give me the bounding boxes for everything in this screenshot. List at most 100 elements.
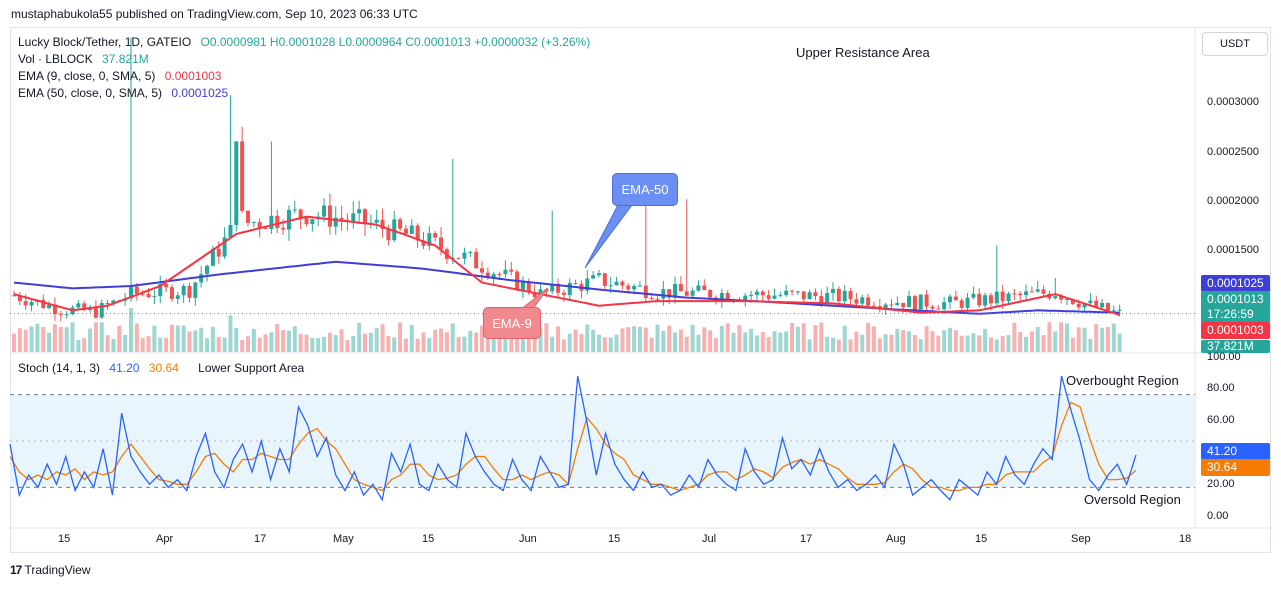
candle-body (140, 293, 145, 295)
volume-bar (181, 325, 186, 352)
candle-body (257, 222, 262, 228)
candle-body (1018, 293, 1023, 296)
candle-body (433, 233, 438, 238)
volume-bar (187, 331, 192, 352)
candle-body (52, 304, 57, 315)
volume-bar (918, 339, 923, 352)
volume-bar (1065, 323, 1069, 352)
volume-bar (199, 327, 204, 352)
candle-body (275, 215, 280, 228)
candle-body (439, 237, 444, 250)
candle-body (836, 288, 841, 302)
ema50-label[interactable]: EMA (50, close, 0, SMA, 5) (18, 86, 163, 100)
volume-bar (216, 337, 221, 352)
volume-bar (836, 339, 841, 352)
volume-bar (1012, 322, 1017, 352)
volume-bar (544, 323, 549, 352)
ema9-label[interactable]: EMA (9, close, 0, SMA, 5) (18, 69, 156, 83)
volume-bar (82, 338, 87, 352)
volume-bar (719, 325, 724, 352)
volume-bar (526, 328, 531, 352)
stoch-d-line (9, 401, 1137, 492)
candle-body (351, 213, 356, 222)
candle-body (181, 285, 186, 296)
volume-bar (263, 334, 268, 352)
candle-body (251, 222, 256, 224)
volume-bar (322, 336, 327, 352)
volume-bar (655, 324, 660, 352)
publisher-line: mustaphabukola55 published on TradingVie… (11, 7, 418, 21)
candle-body (1070, 299, 1075, 304)
candle-body (1094, 300, 1099, 308)
volume-bar (152, 325, 157, 352)
volume-bar (637, 326, 642, 352)
volume-bar (433, 329, 438, 352)
volume-bar (228, 315, 233, 352)
volume-bar (93, 322, 98, 352)
volume-bar (421, 332, 426, 352)
volume-bar (193, 330, 198, 352)
stoch-label[interactable]: Stoch (14, 1, 3) (18, 361, 101, 375)
candle-body (1117, 309, 1122, 311)
candle-body (322, 205, 327, 217)
candle-body (281, 227, 286, 230)
volume-bar (749, 328, 754, 352)
volume-bar (831, 337, 835, 352)
candle-body (567, 283, 572, 296)
volume-bar (556, 326, 561, 352)
candle-body (1012, 293, 1017, 295)
candle-body (971, 293, 976, 298)
time-axis-label: Jun (519, 533, 537, 545)
candle-body (831, 288, 835, 294)
candle-body (1076, 303, 1081, 308)
candle-body (754, 291, 759, 295)
volume-bar (971, 333, 976, 352)
tradingview-logo[interactable]: 17 TradingView (10, 563, 91, 577)
price-axis-label: 0.0003000 (1207, 96, 1259, 108)
candle-body (760, 291, 765, 296)
candle-body (924, 294, 929, 307)
volume-label[interactable]: Vol · LBLOCK (18, 52, 93, 66)
candle-body (497, 273, 502, 275)
volume-bar (790, 323, 795, 352)
volume-bar (444, 332, 449, 352)
volume-bar (1053, 331, 1058, 352)
candle-body (655, 298, 660, 300)
volume-bar (854, 331, 859, 352)
volume-bar (1018, 332, 1023, 352)
volume-bar (164, 337, 169, 352)
volume-bar (485, 326, 490, 352)
ema9-callout: EMA-9 (483, 307, 541, 339)
candle-body (1053, 296, 1058, 299)
candle-body (591, 275, 596, 279)
volume-bar (1088, 338, 1093, 352)
volume-bar (29, 326, 34, 352)
volume-bar (731, 332, 736, 352)
candle-body (286, 209, 291, 230)
volume-bar (509, 326, 514, 352)
ema50-value: 0.0001025 (171, 86, 229, 100)
volume-bar (936, 335, 941, 352)
candle-body (246, 210, 250, 223)
candle-body (708, 290, 713, 298)
time-axis-label: 15 (608, 533, 621, 545)
volume-bar (52, 324, 57, 352)
candle-body (134, 286, 139, 294)
price-axis-label: 0.0001500 (1207, 244, 1259, 256)
candle-body (673, 284, 678, 298)
candle-body (1059, 296, 1064, 300)
volume-bar (696, 334, 701, 352)
volume-bar (246, 336, 250, 352)
symbol-name[interactable]: Lucky Block/Tether, 1D, GATEIO (18, 35, 192, 49)
candle-body (632, 286, 637, 290)
volume-bar (392, 337, 397, 352)
candle-body (901, 302, 906, 308)
candle-body (620, 281, 625, 286)
volume-bar (345, 339, 350, 352)
stoch-k-tag: 41.20 (1201, 443, 1270, 460)
candle-body (965, 297, 970, 308)
candle-body (807, 292, 812, 300)
candle-body (602, 273, 607, 287)
ema50-callout: EMA-50 (612, 173, 678, 206)
currency-button[interactable]: USDT (1202, 32, 1268, 56)
